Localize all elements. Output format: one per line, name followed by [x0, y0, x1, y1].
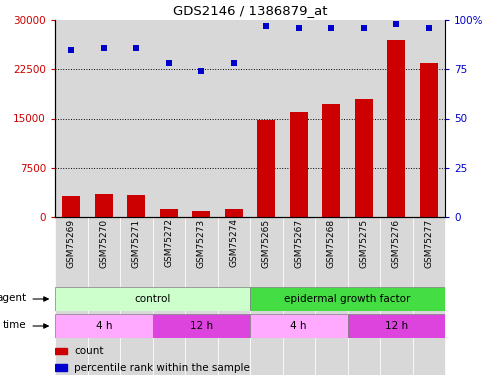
- Point: [262, 23, 270, 29]
- Bar: [322, 104, 340, 217]
- Bar: [225, 209, 242, 217]
- Bar: [120, 217, 153, 375]
- Bar: [55, 314, 153, 338]
- Bar: [290, 112, 308, 217]
- Point: [392, 21, 400, 27]
- Point: [100, 45, 108, 51]
- Bar: [412, 217, 445, 375]
- Bar: [185, 217, 217, 375]
- Point: [132, 45, 140, 51]
- Bar: [387, 40, 405, 217]
- Bar: [250, 287, 445, 311]
- Point: [327, 25, 335, 31]
- Bar: [217, 217, 250, 375]
- Bar: [128, 195, 145, 217]
- Text: control: control: [134, 294, 170, 304]
- Point: [230, 60, 238, 66]
- Bar: [55, 364, 67, 370]
- Bar: [192, 211, 210, 217]
- Bar: [347, 314, 445, 338]
- Text: percentile rank within the sample: percentile rank within the sample: [74, 363, 250, 372]
- Bar: [160, 209, 178, 217]
- Point: [165, 60, 172, 66]
- Text: 12 h: 12 h: [190, 321, 213, 331]
- Text: epidermal growth factor: epidermal growth factor: [284, 294, 411, 304]
- Bar: [380, 217, 412, 375]
- Text: 4 h: 4 h: [290, 321, 307, 331]
- Bar: [420, 63, 438, 217]
- Text: agent: agent: [0, 293, 27, 303]
- Point: [198, 68, 205, 74]
- Bar: [283, 217, 315, 375]
- Title: GDS2146 / 1386879_at: GDS2146 / 1386879_at: [173, 4, 327, 18]
- Bar: [347, 217, 380, 375]
- Bar: [257, 120, 275, 217]
- Text: time: time: [3, 320, 27, 330]
- Bar: [315, 217, 347, 375]
- Bar: [250, 217, 283, 375]
- Bar: [355, 99, 373, 217]
- Bar: [250, 314, 347, 338]
- Text: 12 h: 12 h: [384, 321, 408, 331]
- Bar: [153, 217, 185, 375]
- Bar: [87, 217, 120, 375]
- Bar: [153, 314, 250, 338]
- Bar: [95, 194, 113, 217]
- Point: [68, 46, 75, 53]
- Text: count: count: [74, 346, 104, 356]
- Point: [425, 25, 433, 31]
- Bar: [62, 196, 80, 217]
- Bar: [55, 287, 250, 311]
- Bar: [55, 348, 67, 354]
- Point: [295, 25, 303, 31]
- Text: 4 h: 4 h: [96, 321, 112, 331]
- Bar: [55, 217, 87, 375]
- Point: [360, 25, 368, 31]
